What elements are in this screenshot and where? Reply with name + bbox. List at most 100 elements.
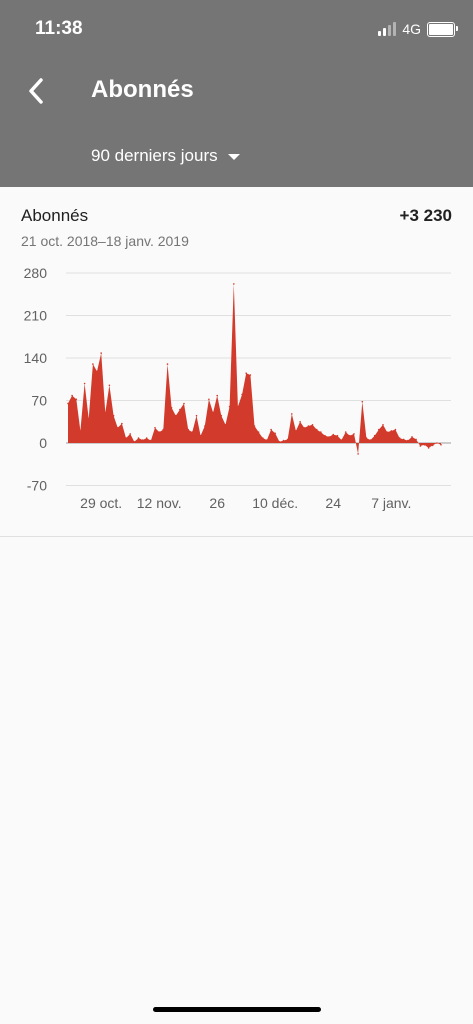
data-point	[262, 437, 264, 439]
data-point	[158, 431, 160, 433]
metric-label: Abonnés	[21, 206, 89, 225]
data-point	[361, 400, 364, 403]
data-point	[369, 439, 372, 441]
data-point	[67, 402, 69, 405]
date-range: 21 oct. 2018–18 janv. 2019	[21, 233, 189, 249]
caret-down-icon	[227, 154, 240, 160]
data-point	[349, 434, 351, 437]
data-point	[220, 414, 223, 417]
data-point	[71, 394, 73, 397]
signal-icon	[378, 22, 397, 36]
data-point	[212, 411, 214, 414]
data-point	[170, 407, 173, 409]
data-point	[87, 417, 90, 420]
data-point	[324, 434, 326, 437]
data-point	[315, 428, 318, 431]
data-point	[116, 427, 119, 429]
data-point	[336, 434, 339, 437]
y-tick-label: -70	[27, 478, 47, 494]
x-tick-label: 26	[209, 495, 225, 511]
data-point	[274, 432, 277, 435]
data-point	[137, 437, 140, 439]
y-tick-label: 70	[31, 393, 47, 409]
data-point	[166, 363, 169, 365]
data-point	[303, 427, 306, 429]
x-tick-label: 10 déc.	[252, 495, 298, 511]
subscribers-chart: 280 210 140 70 0 -70 29 oct. 12 nov. 26 10 déc. 24…	[24, 265, 451, 511]
data-point	[386, 431, 388, 433]
data-point	[96, 370, 98, 373]
data-point	[419, 445, 422, 447]
y-tick-label: 210	[24, 308, 48, 324]
data-point	[344, 431, 347, 433]
chevron-left-icon	[29, 78, 43, 104]
data-point	[270, 428, 272, 431]
app-header: 11:38 4G Abonnés 90 derniers jours	[0, 0, 473, 187]
data-point	[108, 384, 111, 387]
data-point	[224, 424, 227, 426]
data-point	[233, 283, 235, 285]
page-title: Abonnés	[91, 76, 194, 103]
data-point	[291, 413, 293, 415]
data-point	[431, 444, 434, 447]
data-point	[125, 437, 127, 439]
x-tick-label: 29 oct.	[80, 495, 122, 511]
data-point	[104, 411, 107, 414]
data-point	[299, 421, 301, 423]
data-point	[320, 431, 322, 433]
data-point	[228, 405, 231, 408]
data-point	[390, 430, 393, 432]
data-point	[328, 436, 330, 438]
data-point	[121, 422, 123, 425]
x-tick-label: 24	[325, 495, 341, 511]
data-point	[365, 437, 368, 439]
data-point	[394, 428, 397, 431]
data-point	[286, 438, 289, 441]
data-point	[278, 441, 281, 443]
data-point	[382, 424, 384, 426]
data-point	[266, 439, 268, 441]
data-point	[398, 437, 401, 439]
data-point	[216, 394, 218, 397]
x-tick-label: 12 nov.	[137, 495, 182, 511]
data-point	[340, 439, 343, 441]
data-point	[199, 434, 202, 437]
data-point	[436, 442, 438, 444]
data-point	[79, 430, 82, 432]
period-dropdown[interactable]: 90 derniers jours	[91, 146, 240, 166]
data-point	[179, 408, 181, 411]
status-time: 11:38	[35, 18, 83, 39]
subscribers-card: Abonnés +3 230 21 oct. 2018–18 janv. 201…	[0, 187, 473, 537]
data-point	[112, 414, 115, 417]
home-indicator[interactable]	[153, 1007, 321, 1012]
back-button[interactable]	[18, 73, 54, 109]
data-point	[195, 414, 198, 417]
y-tick-label: 280	[24, 265, 48, 281]
data-point	[373, 434, 376, 437]
data-point	[402, 438, 405, 441]
data-point	[100, 352, 102, 354]
data-point	[282, 439, 285, 442]
data-point	[257, 431, 260, 433]
data-point	[141, 439, 144, 441]
data-point	[427, 447, 430, 449]
data-point	[249, 374, 252, 376]
data-point	[133, 441, 136, 443]
y-tick-label: 0	[39, 435, 47, 451]
y-tick-label: 140	[24, 350, 48, 366]
data-point	[440, 444, 442, 446]
subscribers-area-series	[68, 283, 441, 454]
data-point	[183, 402, 185, 405]
data-point	[187, 428, 189, 431]
network-type: 4G	[402, 21, 421, 37]
data-point	[245, 372, 247, 374]
data-point	[307, 425, 310, 427]
data-point	[241, 393, 243, 396]
data-point	[129, 433, 131, 435]
metric-value: +3 230	[399, 206, 452, 225]
x-tick-label: 7 janv.	[371, 495, 411, 511]
data-point	[311, 424, 314, 426]
data-point	[415, 438, 417, 441]
data-point	[407, 439, 409, 442]
data-point	[357, 453, 359, 455]
